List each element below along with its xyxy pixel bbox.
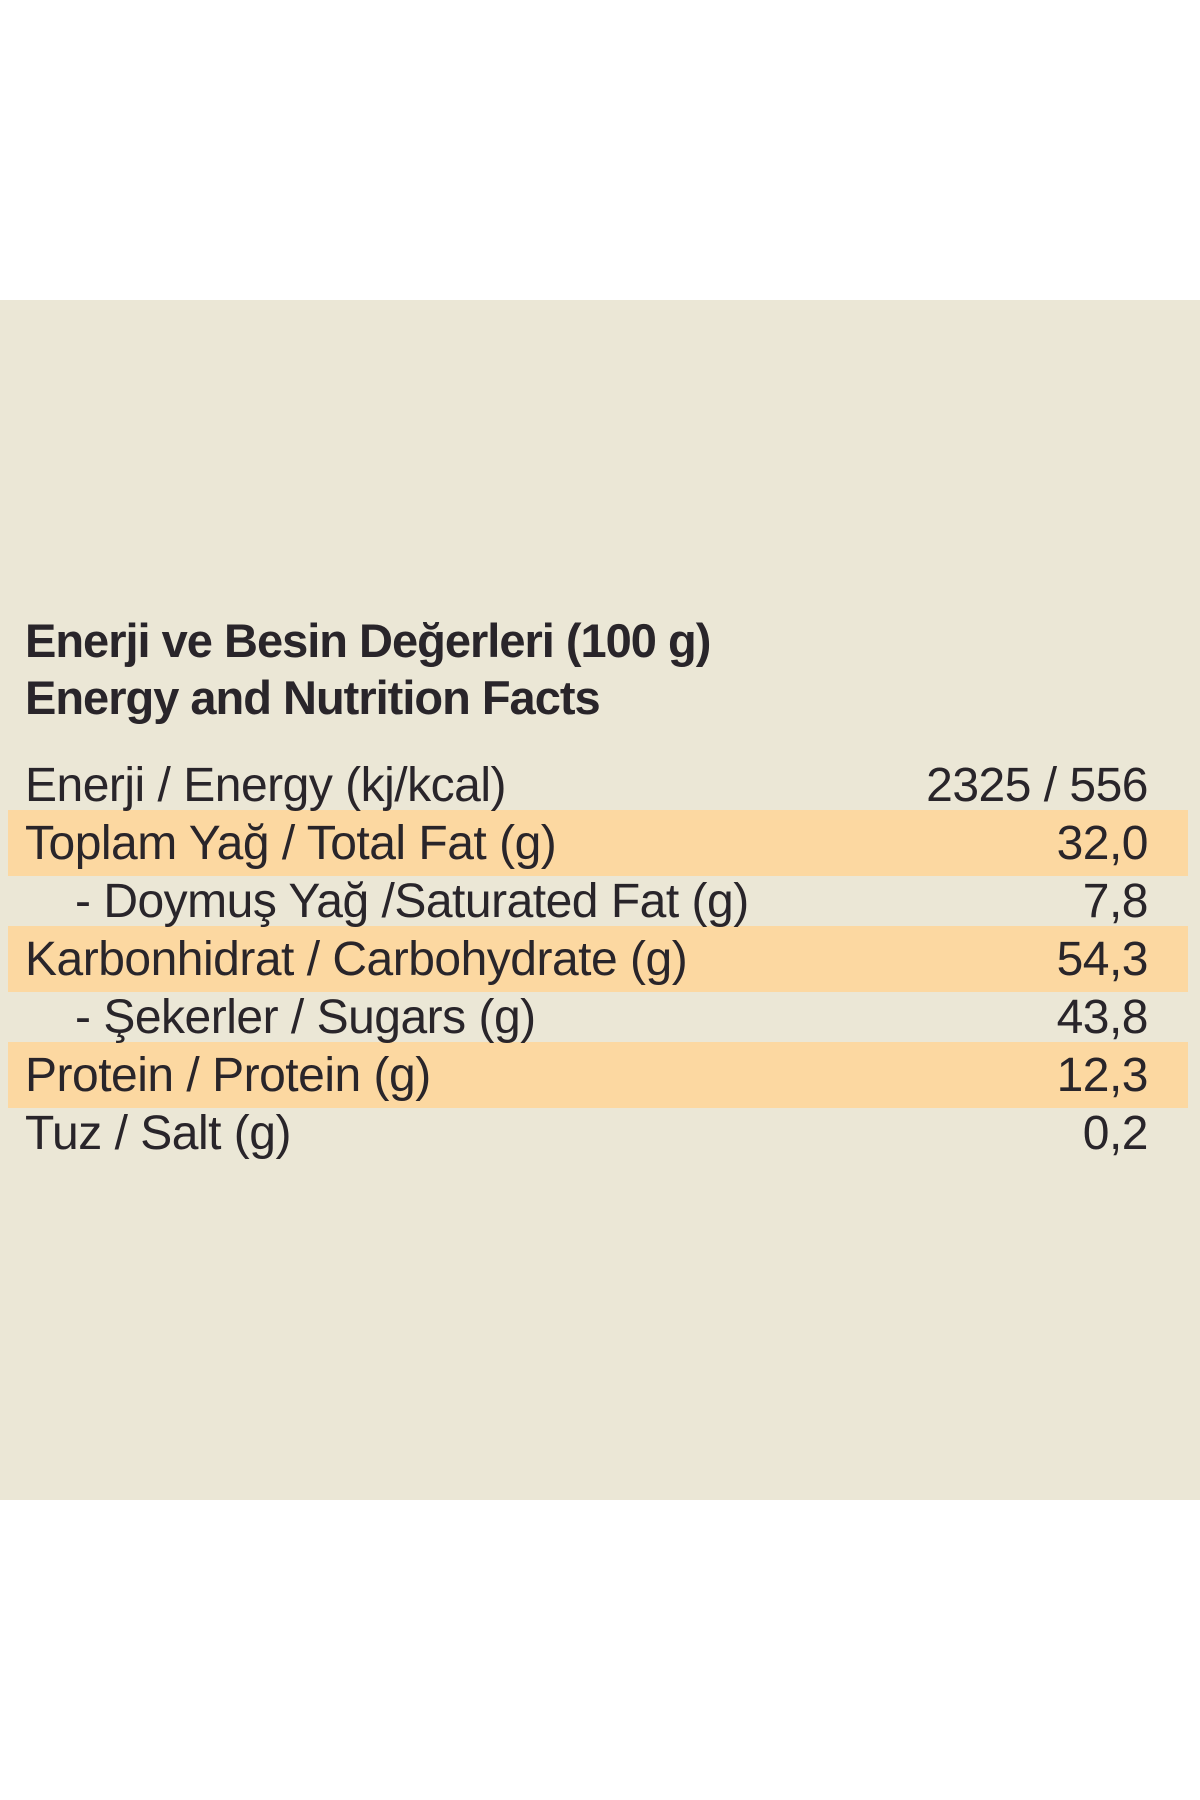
row-label: - Doymuş Yağ /Saturated Fat (g) — [75, 874, 749, 928]
table-row-sugars: - Şekerler / Sugars (g) 43,8 — [8, 988, 1188, 1046]
row-value: 0,2 — [1082, 1106, 1149, 1160]
row-label: Toplam Yağ / Total Fat (g) — [25, 816, 557, 870]
row-label: Karbonhidrat / Carbohydrate (g) — [25, 932, 688, 986]
table-row-saturated-fat: - Doymuş Yağ /Saturated Fat (g) 7,8 — [8, 872, 1188, 930]
nutrition-table: Enerji / Energy (kj/kcal) 2325 / 556 Top… — [8, 756, 1188, 1162]
label-title-english: Energy and Nutrition Facts — [25, 671, 601, 724]
row-value: 12,3 — [1056, 1048, 1149, 1102]
row-value: 32,0 — [1056, 816, 1149, 870]
row-value: 2325 / 556 — [926, 758, 1148, 812]
table-row-carbohydrate: Karbonhidrat / Carbohydrate (g) 54,3 — [8, 930, 1188, 988]
label-title-turkish: Enerji ve Besin Değerleri (100 g) — [25, 614, 711, 667]
row-value: 43,8 — [1056, 990, 1149, 1044]
table-row-protein: Protein / Protein (g) 12,3 — [8, 1046, 1188, 1104]
table-row-energy: Enerji / Energy (kj/kcal) 2325 / 556 — [8, 756, 1188, 814]
label-background-panel — [0, 300, 1200, 1500]
row-label: Enerji / Energy (kj/kcal) — [25, 758, 506, 812]
row-label: Protein / Protein (g) — [25, 1048, 431, 1102]
table-row-total-fat: Toplam Yağ / Total Fat (g) 32,0 — [8, 814, 1188, 872]
table-row-salt: Tuz / Salt (g) 0,2 — [8, 1104, 1188, 1162]
row-label: Tuz / Salt (g) — [25, 1106, 291, 1160]
row-value: 54,3 — [1056, 932, 1149, 986]
row-label: - Şekerler / Sugars (g) — [75, 990, 536, 1044]
row-value: 7,8 — [1082, 874, 1149, 928]
label-title: Enerji ve Besin Değerleri (100 g) Energy… — [25, 612, 711, 726]
